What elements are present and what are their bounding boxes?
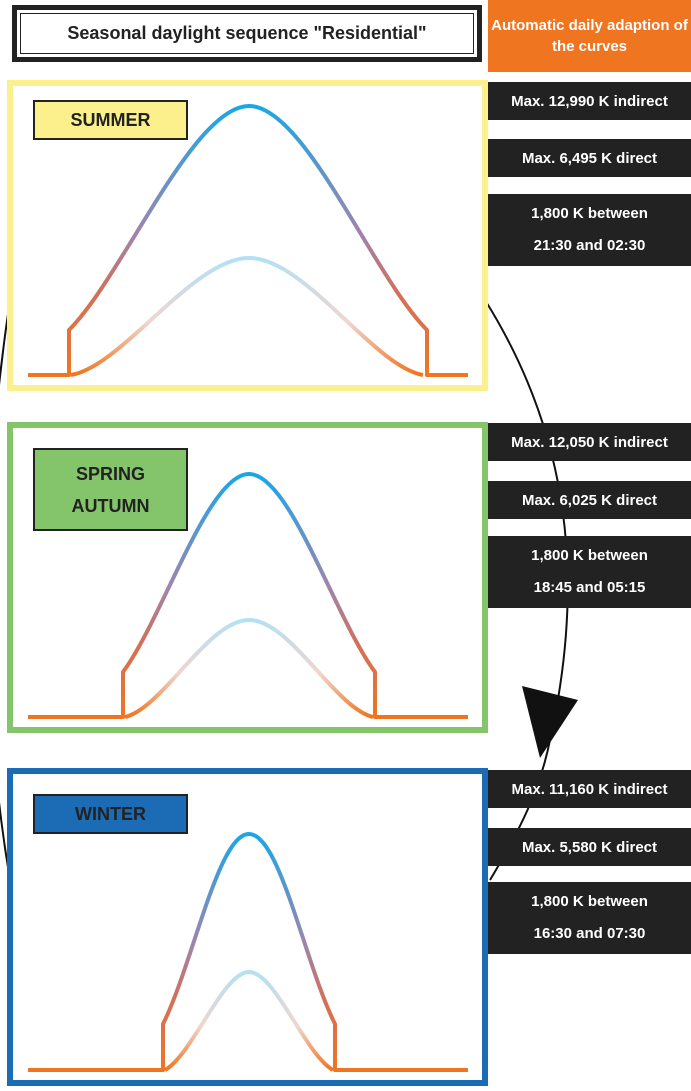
summer-night-range: 1,800 K between 21:30 and 02:30 [488, 194, 691, 266]
summer-indirect-curve [28, 104, 468, 377]
season-label-text-line1: SPRING [75, 463, 145, 484]
winter-direct-curve [163, 969, 335, 1072]
season-label-text: WINTER [75, 804, 146, 824]
winter-curve-chart [28, 832, 468, 1072]
summer-night-line1: 1,800 K between [531, 205, 648, 222]
cycle-arc-right [484, 299, 569, 881]
winter-max-direct: Max. 5,580 K direct [488, 828, 691, 866]
spring-indirect-curve [28, 472, 468, 719]
winter-night-range: 1,800 K between 16:30 and 07:30 [488, 882, 691, 954]
adaptation-note: Automatic daily adaption of the curves [488, 0, 691, 72]
cycle-arrowhead [522, 686, 578, 758]
winter-max-indirect: Max. 11,160 K indirect [488, 770, 691, 808]
spring-night-range: 1,800 K between 18:45 and 05:15 [488, 536, 691, 608]
summer-direct-curve [70, 255, 424, 377]
winter-night-line1: 1,800 K between [531, 893, 648, 910]
summer-panel: SUMMER [7, 80, 488, 391]
spring-max-indirect: Max. 12,050 K indirect [488, 423, 691, 461]
summer-curve-chart [28, 104, 468, 377]
winter-indirect-curve [28, 832, 468, 1072]
summer-max-direct: Max. 6,495 K direct [488, 139, 691, 177]
spring-night-line2: 18:45 and 05:15 [533, 579, 646, 596]
spring-autumn-panel: SPRING AUTUMN [7, 422, 488, 733]
season-label-text: SUMMER [70, 110, 151, 130]
diagram-title: Seasonal daylight sequence "Residential" [12, 5, 482, 62]
season-label-spring-autumn: SPRING AUTUMN [33, 448, 188, 531]
season-label-text-line2: AUTUMN [71, 495, 150, 516]
winter-panel: WINTER [7, 768, 488, 1086]
summer-night-line2: 21:30 and 02:30 [533, 237, 646, 254]
summer-max-indirect: Max. 12,990 K indirect [488, 82, 691, 120]
spring-max-direct: Max. 6,025 K direct [488, 481, 691, 519]
spring-autumn-curve-chart [28, 472, 468, 719]
season-label-winter: WINTER [33, 794, 188, 834]
spring-direct-curve [124, 617, 374, 719]
season-label-summer: SUMMER [33, 100, 188, 140]
winter-night-line2: 16:30 and 07:30 [533, 925, 646, 942]
spring-night-line1: 1,800 K between [531, 547, 648, 564]
